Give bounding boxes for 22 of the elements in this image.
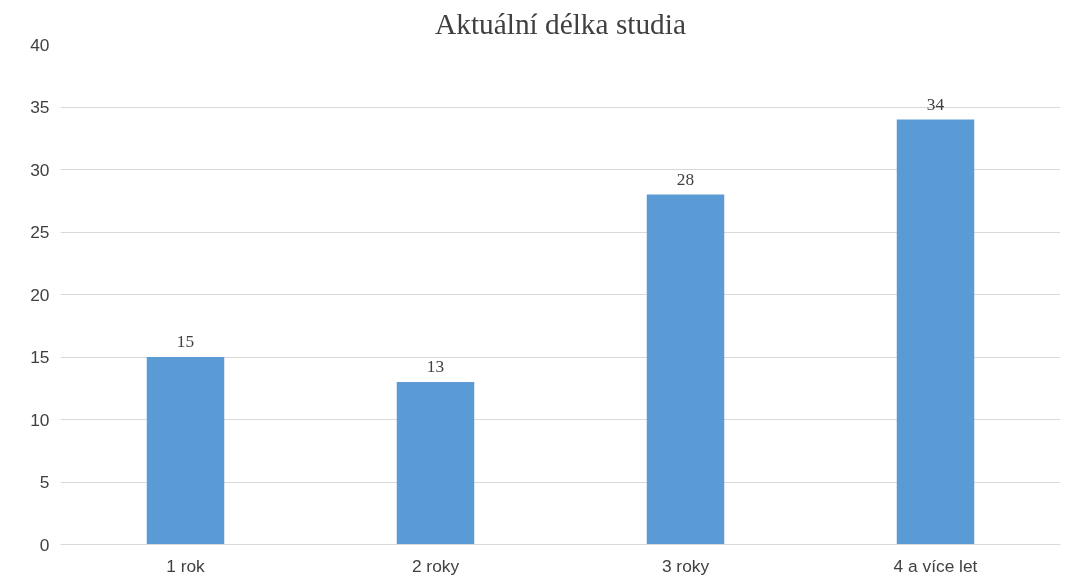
bar	[396, 382, 475, 545]
data-label: 15	[176, 332, 195, 351]
data-label: 34	[926, 94, 945, 114]
y-tick-label: 35	[30, 97, 50, 117]
y-tick-label: 10	[30, 409, 50, 430]
y-tick-label: 40	[30, 34, 50, 55]
y-tick-label: 5	[39, 472, 50, 492]
y-tick-label: 20	[30, 284, 50, 305]
y-tick-label: 0	[39, 534, 50, 555]
data-label: 13	[426, 357, 445, 376]
bar	[646, 194, 725, 545]
chart-title: Aktuální délka studia	[435, 7, 686, 40]
x-tick-label: 4 a více let	[893, 555, 978, 576]
bar	[146, 357, 225, 545]
bar	[896, 119, 975, 545]
x-tick-label: 2 roky	[411, 555, 460, 576]
y-tick-label: 30	[30, 159, 50, 180]
y-tick-label: 15	[30, 347, 50, 367]
x-tick-label: 3 roky	[661, 555, 710, 576]
x-tick-label: 1 rok	[166, 555, 206, 576]
y-tick-label: 25	[30, 222, 50, 242]
data-label: 28	[676, 169, 695, 189]
